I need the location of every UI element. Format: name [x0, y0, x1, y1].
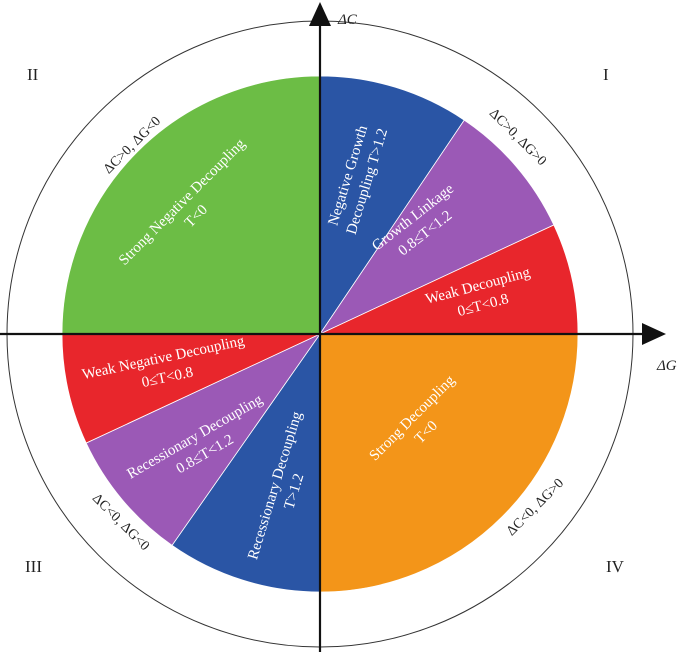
quadrant-iv-label: IV — [606, 557, 625, 576]
sector-negative-growth-decoupling — [319, 75, 465, 336]
sector-group — [61, 75, 579, 593]
sector-recessionary-linkage — [85, 333, 322, 546]
sector-recessionary-decoupling — [171, 332, 321, 593]
x-axis-label: ΔG — [656, 358, 677, 374]
sector-strong-decoupling — [319, 333, 579, 593]
quadrant-iii-label: III — [25, 557, 42, 576]
quadrant-i-label: I — [603, 65, 609, 84]
sector-strong-negative-decoupling — [61, 75, 321, 335]
sector-weak-decoupling — [319, 224, 579, 335]
sector-weak-negative-decoupling — [61, 333, 321, 444]
y-axis-label: ΔC — [337, 12, 358, 28]
sector-growth-linkage — [318, 119, 555, 335]
y-axis-arrowhead — [309, 2, 331, 26]
quadrant-ii-label: II — [27, 65, 39, 84]
x-axis-arrowhead — [642, 323, 666, 345]
